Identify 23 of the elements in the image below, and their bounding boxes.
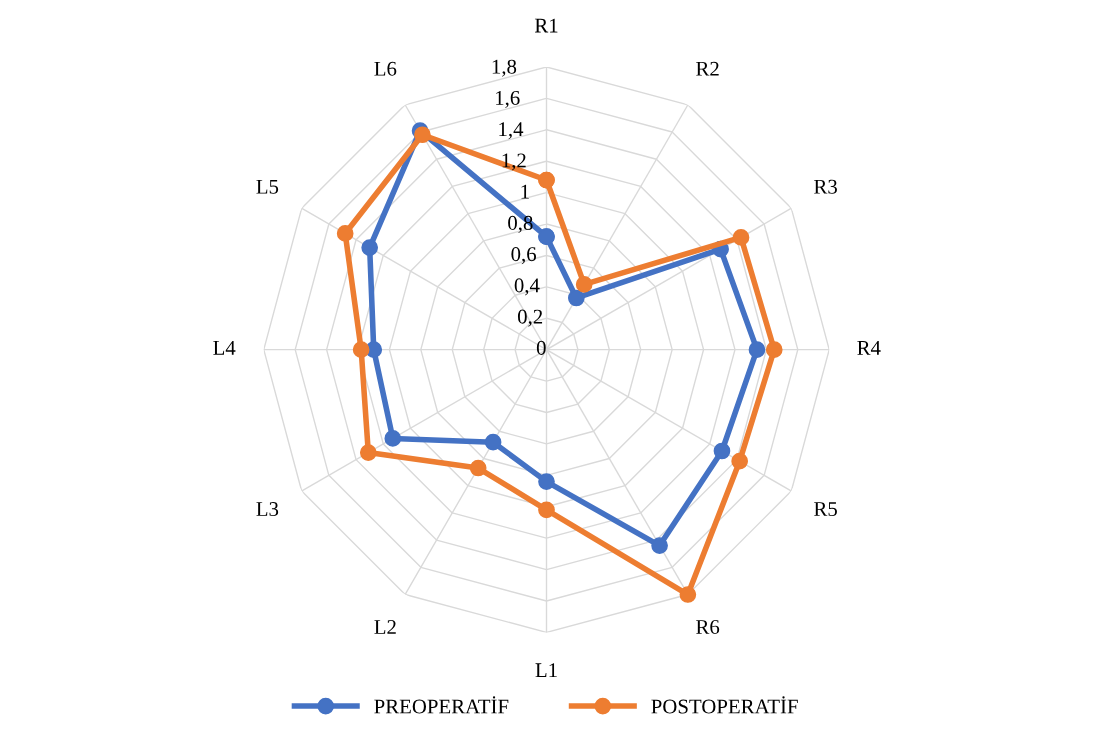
legend-label: POSTOPERATİF [651, 696, 798, 714]
spoke-label: R5 [814, 502, 837, 517]
spoke-label: L5 [256, 179, 279, 194]
spoke-label: L1 [535, 663, 557, 677]
y-tick-label: 0,4 [514, 278, 540, 296]
legend-label: PREOPERATİF [374, 696, 509, 714]
spoke-label: R2 [696, 61, 719, 76]
y-tick-label: 1,4 [499, 122, 524, 140]
y-tick-label: 0,6 [511, 247, 537, 265]
spoke-label: R6 [696, 620, 720, 635]
y-tick-label: 1,8 [492, 59, 517, 77]
y-tick-label: 1 [521, 184, 529, 199]
spoke-label: L4 [213, 340, 236, 355]
y-tick-label: 0,8 [508, 215, 533, 233]
spoke-label: R3 [814, 179, 837, 194]
y-tick-label: 0 [536, 340, 546, 355]
spoke-label: L6 [374, 61, 397, 76]
spoke-label: L2 [374, 620, 396, 634]
y-tick-label: 1,6 [496, 90, 520, 108]
spoke-label: R1 [534, 18, 558, 33]
y-tick-label: 0,2 [517, 309, 543, 327]
spoke-label: R4 [857, 340, 881, 355]
spoke-label: L3 [256, 502, 279, 517]
